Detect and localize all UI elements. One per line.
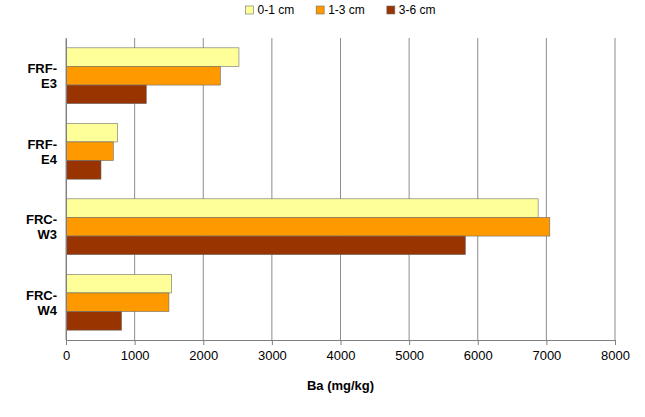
legend-item: 3-6 cm [387,3,436,17]
x-tick-mark [409,340,410,345]
y-tick-label-part: FRC- [26,212,57,227]
legend-swatch [387,6,395,14]
bar [66,312,122,331]
bars [66,48,550,330]
chart-svg: 010002000300040005000600070008000FRF-E3F… [0,0,645,417]
x-tick-mark [546,340,547,345]
x-tick: 1000 [121,340,150,363]
bar [66,199,538,218]
bar [66,123,117,142]
y-tick-label: FRF-E3 [27,61,57,91]
y-tick: FRF-E4 [27,137,66,167]
x-tick-label: 1000 [121,348,150,363]
legend: 0-1 cm 1-3 cm 3-6 cm [245,3,435,17]
x-tick: 7000 [532,340,561,363]
x-tick-mark [341,340,342,345]
bar [66,48,239,67]
legend-label: 0-1 cm [257,3,294,17]
grid-line [409,38,410,340]
chart-container: 010002000300040005000600070008000FRF-E3F… [0,0,645,417]
grid-line [340,38,341,340]
legend-swatch [316,6,324,14]
x-tick: 2000 [189,340,218,363]
x-tick-label: 6000 [464,348,493,363]
x-tick-label: 2000 [189,348,218,363]
y-tick-label-part: FRF- [27,61,57,76]
y-tick-label-part: W4 [38,303,58,318]
bar-series [66,48,538,293]
x-tick: 3000 [258,340,287,363]
x-axis-title: Ba (mg/kg) [307,378,374,393]
x-tick-label: 5000 [395,348,424,363]
x-tick-mark [203,340,204,345]
bar [66,274,172,293]
legend-item: 0-1 cm [245,3,294,17]
grid-line [477,38,478,340]
y-tick: FRF-E3 [27,61,66,91]
grid [66,38,615,340]
legend-label: 3-6 cm [399,3,436,17]
x-tick: 4000 [327,340,356,363]
x-axis-line [67,341,616,346]
x-tick: 6000 [464,340,493,363]
y-axis-line [66,39,67,341]
bar-series [66,66,550,311]
x-tick: 8000 [601,340,630,363]
grid-line [615,38,616,340]
bar [66,161,101,180]
legend-item: 1-3 cm [316,3,365,17]
x-tick-label: 3000 [258,348,287,363]
grid-line [66,38,67,340]
bar [66,66,220,85]
y-tick-label-part: W3 [38,227,58,242]
x-tick-label: 0 [63,348,70,363]
x-axis: 0 1000 2000 3000 4000 5000 6000 7000 8000 [63,340,630,363]
y-tick-label-part: E3 [41,76,57,91]
bar [66,293,169,312]
grid-line [546,38,547,340]
x-tick-mark [66,340,67,345]
y-tick-label-part: E4 [41,152,58,167]
bar [66,217,550,236]
y-tick-label: FRC-W3 [26,212,57,242]
x-tick: 5000 [395,340,424,363]
x-tick-mark [478,340,479,345]
x-tick-label: 8000 [601,348,630,363]
bar-series [66,85,465,330]
x-tick-label: 7000 [532,348,561,363]
y-tick: FRC-W3 [26,212,66,242]
y-tick-label-part: FRF- [27,137,57,152]
legend-swatch [245,6,253,14]
x-tick: 0 [63,340,70,363]
x-tick-mark [135,340,136,345]
x-tick-mark [272,340,273,345]
y-tick-label-part: FRC- [26,288,57,303]
y-tick-label: FRC-W4 [26,288,58,318]
legend-label: 1-3 cm [328,3,365,17]
bar [66,236,465,255]
bar [66,142,113,161]
grid-line [271,38,272,340]
x-tick-label: 4000 [327,348,356,363]
y-tick-label: FRF-E4 [27,137,57,167]
bar [66,85,146,104]
plot-area: 010002000300040005000600070008000FRF-E3F… [26,38,630,363]
y-axis: FRF-E3FRF-E4FRC-W3FRC-W4 [26,39,67,341]
x-tick-mark [615,340,616,345]
y-tick: FRC-W4 [26,288,66,318]
